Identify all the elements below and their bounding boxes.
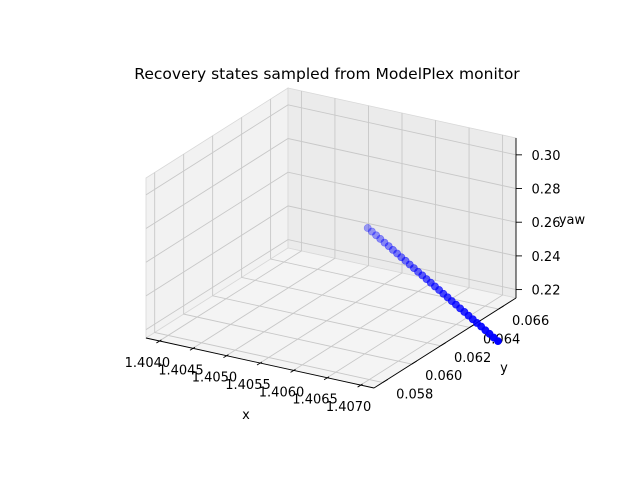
y-axis-label: y bbox=[500, 361, 508, 376]
z-tick-label: 0.28 bbox=[532, 183, 561, 198]
x-tick bbox=[323, 376, 330, 381]
gridline-x bbox=[192, 98, 336, 349]
data-point bbox=[367, 227, 376, 236]
x-tick bbox=[256, 361, 263, 366]
x-tick bbox=[290, 368, 296, 373]
y-tick-label: 0.062 bbox=[454, 351, 491, 366]
gridline-x bbox=[293, 120, 436, 371]
gridline-x bbox=[159, 90, 302, 342]
x-tick bbox=[156, 339, 162, 344]
gridline-z bbox=[145, 138, 517, 229]
data-point bbox=[380, 238, 389, 247]
gridline-x bbox=[326, 127, 470, 379]
gridline-z bbox=[145, 205, 517, 297]
gridline-y bbox=[241, 117, 470, 328]
gridline-x bbox=[226, 105, 369, 357]
y-tick bbox=[411, 360, 417, 365]
data-point bbox=[363, 224, 372, 232]
x-tick-label: 1.4065 bbox=[292, 393, 338, 408]
chart-title: Recovery states sampled from ModelPlex m… bbox=[134, 65, 520, 83]
x-tick-label: 1.4040 bbox=[125, 356, 171, 371]
z-tick-label: 0.30 bbox=[532, 149, 561, 164]
data-points bbox=[363, 224, 502, 346]
y-tick-label: 0.066 bbox=[512, 314, 549, 329]
x-tick-label: 1.4060 bbox=[259, 385, 305, 400]
gridline-x bbox=[360, 135, 504, 386]
gridline-y bbox=[183, 154, 412, 365]
gridline-z bbox=[145, 104, 517, 196]
z-axis-label: yaw bbox=[559, 213, 586, 228]
x-tick bbox=[357, 383, 363, 388]
x-axis-label: x bbox=[242, 408, 250, 423]
z-tick-label: 0.26 bbox=[532, 216, 561, 231]
gridline-z bbox=[145, 171, 517, 263]
y-tick bbox=[440, 342, 446, 347]
z-tick-label: 0.22 bbox=[532, 284, 561, 299]
gridline-x bbox=[259, 113, 403, 364]
y-tick-label: 0.060 bbox=[425, 369, 462, 384]
data-point bbox=[376, 234, 385, 243]
x-tick-label: 1.4050 bbox=[192, 371, 238, 386]
x-tick bbox=[223, 354, 229, 359]
data-point bbox=[384, 242, 393, 251]
data-point bbox=[494, 337, 502, 346]
tick-labels: 1.40401.40451.40501.40551.40601.40651.40… bbox=[125, 149, 561, 415]
axis-labels: x y yaw bbox=[242, 213, 585, 423]
x-tick-label: 1.4055 bbox=[225, 378, 271, 393]
data-point bbox=[372, 231, 380, 240]
y-tick-label: 0.058 bbox=[396, 387, 433, 402]
gridline-y bbox=[154, 172, 383, 383]
gridline-z bbox=[145, 239, 517, 330]
data-point bbox=[389, 246, 397, 254]
y-tick bbox=[498, 305, 504, 310]
gridline-y bbox=[212, 135, 441, 347]
x-tick-label: 1.4045 bbox=[158, 363, 204, 378]
y-tick bbox=[382, 379, 388, 383]
z-tick-label: 0.24 bbox=[532, 250, 561, 265]
gridlines bbox=[145, 90, 517, 386]
x-tick-label: 1.4070 bbox=[326, 400, 372, 415]
x-tick bbox=[189, 346, 196, 351]
gridline-y bbox=[270, 99, 499, 310]
